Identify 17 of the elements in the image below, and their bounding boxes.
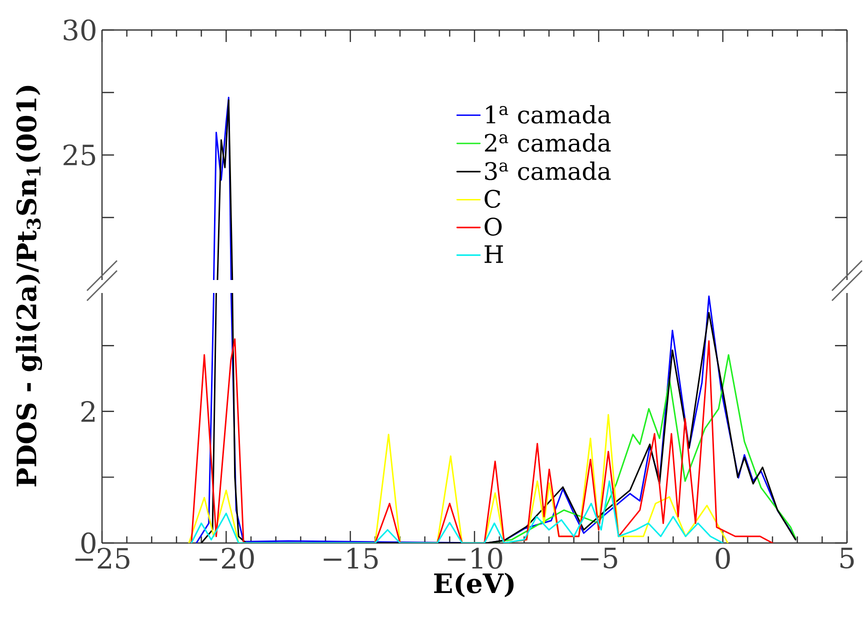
- legend-label: O: [484, 218, 502, 236]
- x-tick-label: −20: [200, 548, 254, 569]
- x-tick-label: −5: [581, 548, 618, 569]
- legend-label: 3$^{a}$ camada: [485, 162, 611, 180]
- y-tick-label: 2: [81, 401, 95, 422]
- x-tick-label: 5: [840, 548, 854, 569]
- x-tick-label: −10: [448, 548, 502, 569]
- x-tick-label: 0: [716, 548, 730, 569]
- legend-label: 2$^{a}$ camada: [484, 133, 611, 152]
- y-tick-label: 30: [64, 19, 96, 41]
- y-tick-label: 25: [64, 144, 96, 166]
- y-axis-title: PDOS - gli(2a)/Pt$_{3}$Sn$_{1}$(001): [16, 86, 42, 486]
- x-tick-label: −15: [324, 548, 378, 569]
- legend-label: H: [484, 245, 503, 263]
- legend-label: C: [484, 190, 500, 208]
- x-axis-title: E(eV): [434, 572, 514, 598]
- legend-label: 1$^{a}$ camada: [486, 105, 611, 124]
